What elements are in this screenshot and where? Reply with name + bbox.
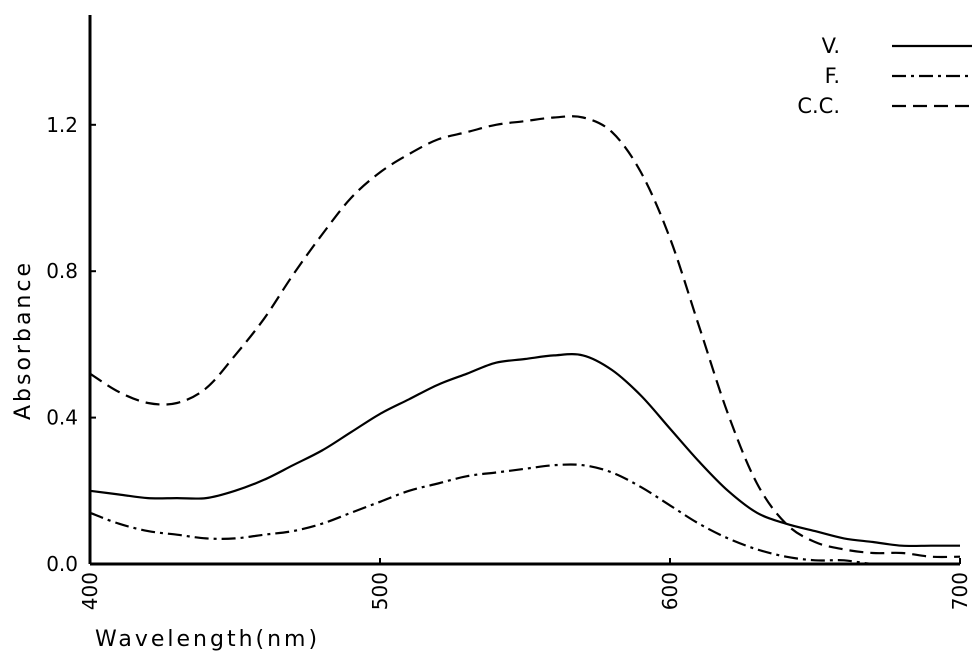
y-tick-label: 0.4: [46, 406, 78, 430]
legend-label: F.: [825, 64, 840, 88]
series-line-3: [89, 115, 961, 559]
y-tick-label: 1.2: [46, 113, 78, 137]
y-axis-title: Absorbance: [11, 260, 36, 420]
chart-legend: V. F. C.C.: [797, 34, 972, 118]
y-tick-label: 0.8: [46, 259, 78, 283]
x-tick-label: 700: [948, 572, 972, 610]
x-tick-label: 500: [368, 572, 392, 610]
chart-series-layer: [89, 115, 961, 566]
series-line-2: [89, 463, 960, 566]
x-tick-label: 400: [78, 572, 102, 610]
legend-label: V.: [822, 34, 840, 58]
chart-axes: [88, 15, 960, 566]
y-tick-label: 0.0: [46, 552, 78, 576]
x-tick-label: 600: [658, 572, 682, 610]
series-line-1: [89, 353, 960, 548]
chart-ticks: 0.0 0.4 0.8 1.2 400 500 600 700: [46, 113, 972, 610]
x-axis-title: Wavelength(nm): [95, 627, 320, 652]
legend-label: C.C.: [797, 94, 840, 118]
